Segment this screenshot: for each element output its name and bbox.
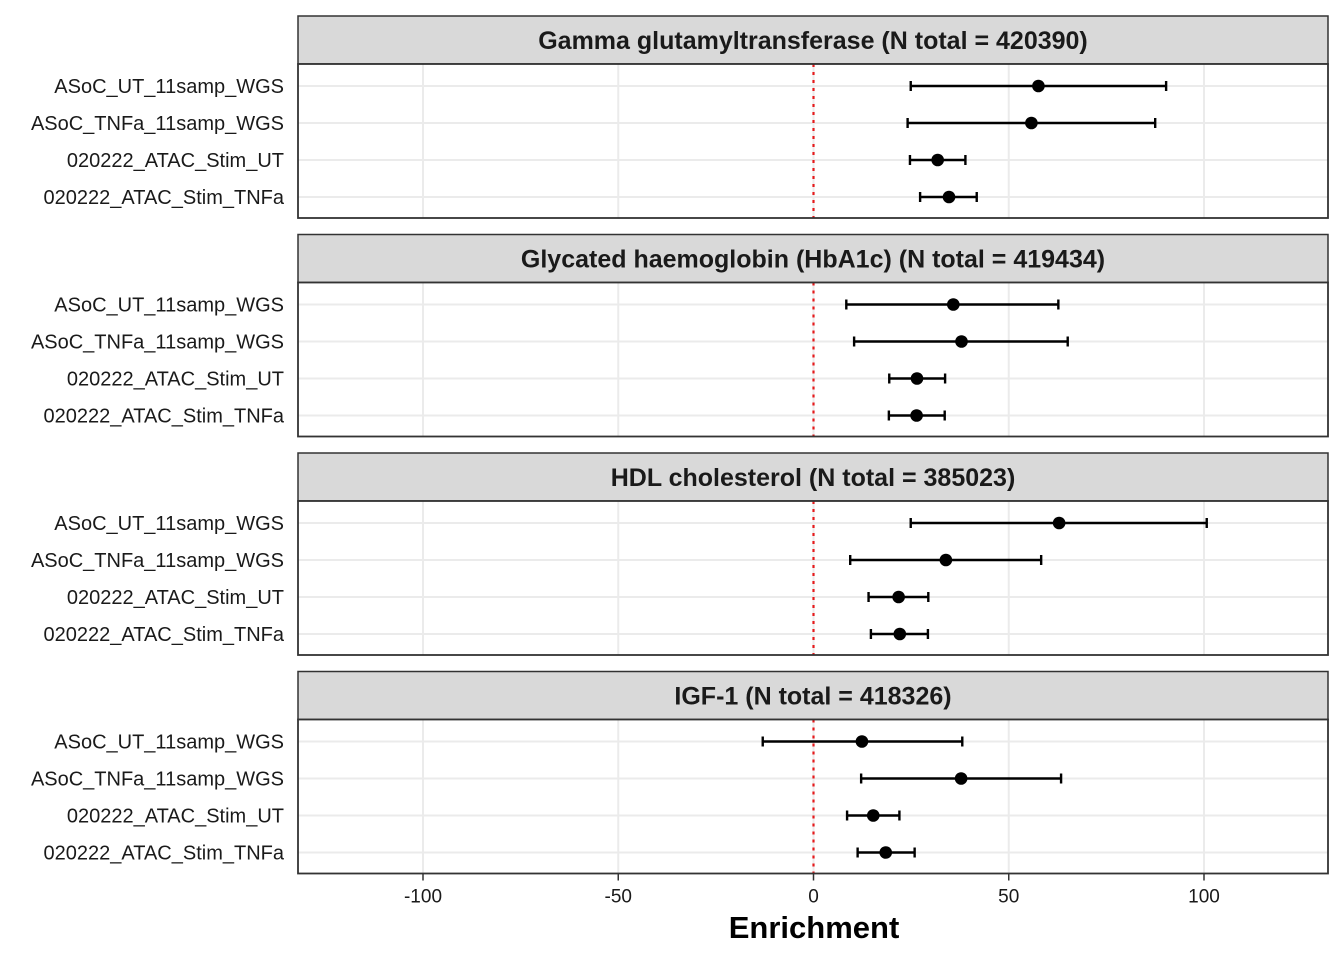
estimate-point <box>910 372 924 385</box>
estimate-point <box>910 409 923 422</box>
category-label: 020222_ATAC_Stim_TNFa <box>44 624 285 646</box>
estimate-point <box>954 772 968 785</box>
category-label: ASoC_UT_11samp_WGS <box>54 513 284 535</box>
estimate-point <box>892 590 905 604</box>
x-axis: -100 -50 0 50 100 <box>404 873 1220 908</box>
strip-background <box>297 15 1329 65</box>
category-label: 020222_ATAC_Stim_UT <box>67 806 284 828</box>
category-label: ASoC_TNFa_11samp_WGS <box>31 113 284 135</box>
panel-2: Glycated haemoglobin (HbA1c) (N total = … <box>31 233 1329 438</box>
category-label: ASoC_TNFa_11samp_WGS <box>31 769 284 791</box>
estimate-point <box>1032 79 1045 93</box>
panels-group: Gamma glutamyltransferase (N total = 420… <box>31 15 1329 875</box>
category-label: ASoC_UT_11samp_WGS <box>54 732 284 754</box>
estimate-point <box>955 335 968 348</box>
panel-border <box>297 63 1329 219</box>
panel-3: HDL cholesterol (N total = 385023) ASoC_U… <box>31 452 1329 656</box>
strip-title: Glycated haemoglobin (HbA1c) (N total = … <box>521 246 1105 274</box>
panel-1: Gamma glutamyltransferase (N total = 420… <box>31 15 1329 219</box>
strip-background <box>297 233 1329 284</box>
estimate-point <box>1025 116 1038 130</box>
panel-4: IGF-1 (N total = 418326) ASoC_UT_11samp_W… <box>31 670 1329 875</box>
x-tick-label: 0 <box>808 887 819 908</box>
category-label: 020222_ATAC_Stim_TNFa <box>44 406 285 428</box>
estimate-point <box>879 846 893 859</box>
estimate-point <box>893 627 907 641</box>
estimate-point <box>942 190 956 204</box>
category-label: 020222_ATAC_Stim_TNFa <box>44 187 285 209</box>
panel-border <box>297 500 1329 656</box>
category-label: 020222_ATAC_Stim_UT <box>67 150 284 172</box>
x-tick-label: 100 <box>1188 887 1220 908</box>
category-label: ASoC_UT_11samp_WGS <box>54 295 284 317</box>
estimate-point <box>1052 516 1066 530</box>
strip-title: HDL cholesterol (N total = 385023) <box>611 464 1016 492</box>
estimate-point <box>939 553 953 567</box>
category-label: ASoC_TNFa_11samp_WGS <box>31 550 284 572</box>
strip-background <box>297 670 1329 721</box>
category-label: 020222_ATAC_Stim_UT <box>67 587 284 609</box>
x-tick-label: -50 <box>605 887 632 908</box>
strip-title: Gamma glutamyltransferase (N total = 420… <box>538 27 1088 55</box>
category-label: ASoC_UT_11samp_WGS <box>54 76 284 98</box>
x-tick-label: 50 <box>998 887 1019 908</box>
estimate-point <box>946 298 960 311</box>
panel-border <box>297 281 1329 438</box>
x-axis-title: Enrichment <box>729 910 900 945</box>
estimate-point <box>866 809 880 822</box>
category-label: 020222_ATAC_Stim_UT <box>67 369 284 391</box>
estimate-point <box>855 735 869 748</box>
x-tick-label: -100 <box>404 887 442 908</box>
strip-title: IGF-1 (N total = 418326) <box>674 683 951 711</box>
category-label: ASoC_TNFa_11samp_WGS <box>31 332 284 354</box>
category-label: 020222_ATAC_Stim_TNFa <box>44 843 285 865</box>
estimate-point <box>931 153 944 167</box>
